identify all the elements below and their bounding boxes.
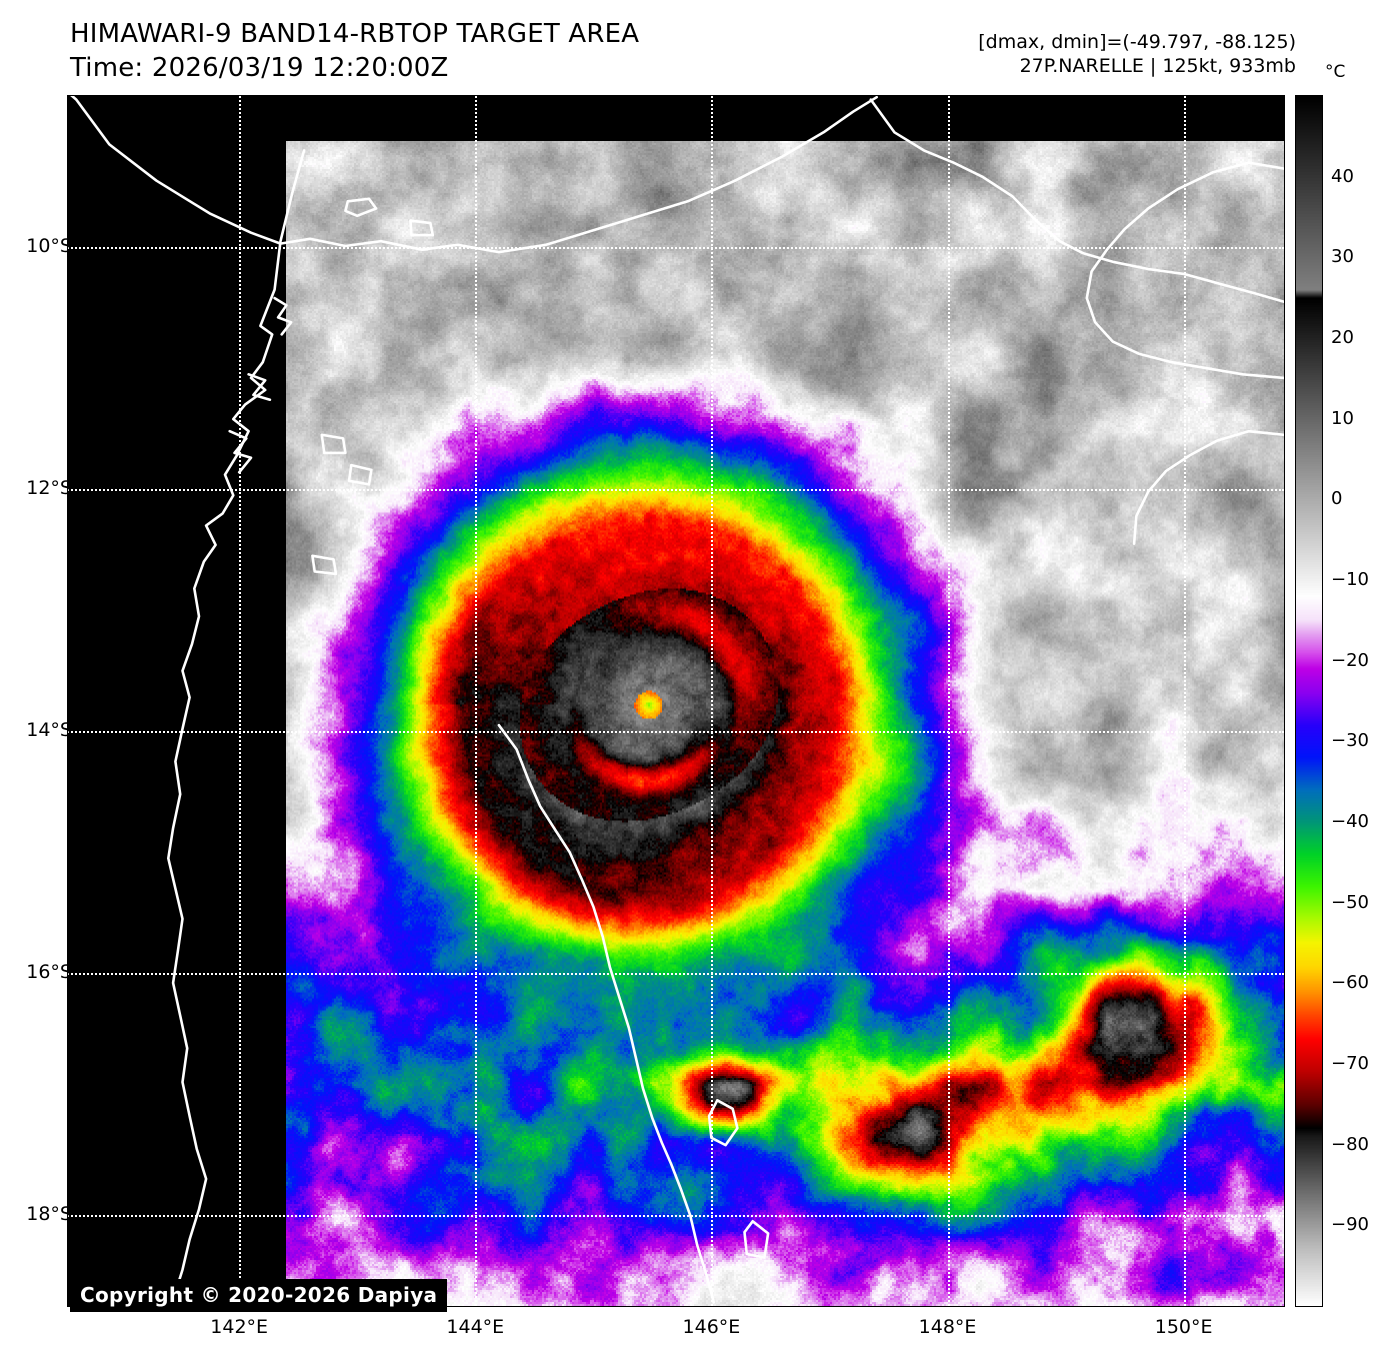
storm-info-label: 27P.NARELLE | 125kt, 933mb: [1019, 55, 1296, 78]
colorbar: [1295, 95, 1323, 1307]
coastline-path: [349, 465, 371, 484]
title-block: HIMAWARI-9 BAND14-RBTOP TARGET AREA Time…: [70, 18, 639, 86]
coastline-path: [345, 199, 376, 216]
coastline-path: [168, 150, 304, 1300]
copyright-label: Copyright © 2020-2026 Dapiya: [70, 1279, 448, 1312]
coastline-path: [68, 96, 877, 252]
y-axis-tick-label: 16°S: [26, 961, 72, 984]
coastline-path: [410, 221, 432, 236]
colorbar-tick-label: 30: [1331, 246, 1354, 268]
coastline-path: [745, 1221, 769, 1257]
x-axis-tick-label: 142°E: [210, 1316, 269, 1338]
colorbar-tick-label: −40: [1331, 811, 1369, 832]
coastline-path: [312, 556, 336, 574]
satellite-raster: [286, 141, 1284, 1306]
y-axis-tick-label: 10°S: [26, 235, 72, 258]
colorbar-tick-label: −50: [1331, 891, 1369, 913]
coastline-path: [230, 431, 251, 472]
colorbar-tick-label: 0: [1331, 488, 1343, 510]
data-range-label: [dmax, dmin]=(-49.797, -88.125): [978, 31, 1296, 53]
colorbar-tick-label: −70: [1331, 1053, 1369, 1074]
coastline-path: [499, 725, 714, 1302]
colorbar-tick-label: −30: [1331, 730, 1369, 752]
coastline-path: [871, 100, 1284, 302]
colorbar-tick-label: 40: [1331, 165, 1354, 187]
page-title: HIMAWARI-9 BAND14-RBTOP TARGET AREA: [70, 19, 640, 49]
x-axis-tick-label: 150°E: [1154, 1316, 1213, 1338]
satellite-image-plot: [67, 95, 1285, 1307]
colorbar-unit-label: °C: [1325, 62, 1346, 82]
timestamp-label: Time: 2026/03/19 12:20:00Z: [70, 52, 449, 83]
metadata-block: [dmax, dmin]=(-49.797, -88.125) 27P.NARE…: [978, 30, 1296, 79]
y-axis-tick-label: 14°S: [26, 719, 72, 742]
colorbar-tick-label: 10: [1331, 407, 1354, 429]
y-axis-tick-label: 12°S: [26, 477, 72, 500]
coastline-path: [709, 1100, 737, 1145]
colorbar-tick-label: −10: [1331, 569, 1369, 590]
plot-inner: [68, 96, 1284, 1306]
x-axis-tick-label: 146°E: [682, 1316, 741, 1338]
y-axis-tick-label: 18°S: [26, 1203, 72, 1226]
colorbar-tick-label: −90: [1331, 1214, 1369, 1236]
x-axis-tick-label: 144°E: [446, 1316, 505, 1338]
coastline-path: [322, 435, 346, 453]
coastline-path: [1134, 431, 1284, 544]
colorbar-tick-label: −80: [1331, 1133, 1369, 1155]
coastline-path: [1087, 163, 1284, 378]
coastline-path: [275, 298, 292, 334]
colorbar-tick-label: 20: [1331, 327, 1354, 348]
coastline-overlay: [68, 96, 1284, 1306]
coastline-path: [249, 374, 270, 399]
colorbar-tick-label: −60: [1331, 972, 1369, 994]
colorbar-tick-label: −20: [1331, 649, 1369, 671]
x-axis-tick-label: 148°E: [918, 1316, 977, 1338]
